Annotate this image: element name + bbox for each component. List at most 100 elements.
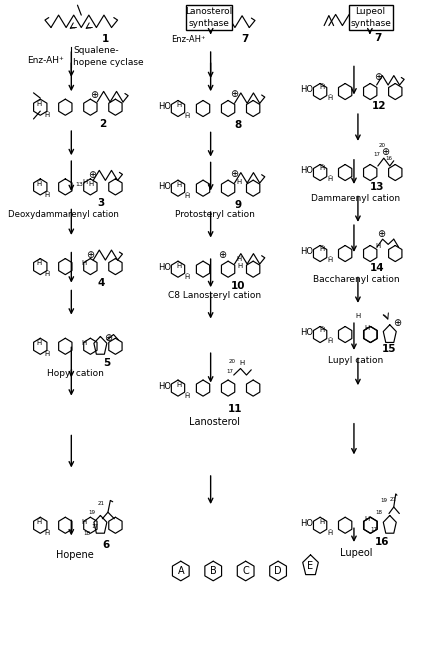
Text: H̄: H̄ xyxy=(327,176,333,182)
Text: HO: HO xyxy=(158,102,171,111)
Text: H̄: H̄ xyxy=(320,519,325,525)
Text: ⊕: ⊕ xyxy=(377,229,385,239)
Text: H: H xyxy=(236,178,241,185)
Text: Lanosterol: Lanosterol xyxy=(189,417,240,427)
Text: H̄: H̄ xyxy=(184,274,190,280)
Text: ⊕: ⊕ xyxy=(88,170,96,180)
Text: ⊕: ⊕ xyxy=(218,250,227,260)
Text: 21: 21 xyxy=(98,501,105,506)
Text: 9: 9 xyxy=(234,199,241,209)
Text: 5: 5 xyxy=(103,358,110,367)
Text: H̄: H̄ xyxy=(45,192,50,197)
Text: H: H xyxy=(375,243,380,249)
FancyBboxPatch shape xyxy=(186,5,232,30)
Text: H̄: H̄ xyxy=(327,530,333,536)
Text: 3: 3 xyxy=(98,198,105,208)
Text: 13: 13 xyxy=(75,182,83,188)
Text: HO: HO xyxy=(158,382,171,390)
Text: H: H xyxy=(364,325,369,331)
Text: 10: 10 xyxy=(230,281,245,291)
Text: Hopene: Hopene xyxy=(57,550,94,560)
Text: H̄: H̄ xyxy=(320,327,325,333)
Text: H: H xyxy=(82,519,87,525)
Text: 12: 12 xyxy=(371,101,386,111)
Text: H: H xyxy=(88,180,94,187)
Text: E: E xyxy=(307,561,314,571)
Text: HO: HO xyxy=(300,519,313,528)
Text: 17: 17 xyxy=(374,152,380,157)
Text: 16: 16 xyxy=(385,155,392,161)
Text: H̄: H̄ xyxy=(176,382,181,388)
Text: HO: HO xyxy=(300,328,313,337)
Text: 4: 4 xyxy=(97,278,105,288)
Text: ⊕: ⊕ xyxy=(230,89,238,99)
Text: Deoxydammarenyl cation: Deoxydammarenyl cation xyxy=(8,210,119,219)
Text: Dammarenyl cation: Dammarenyl cation xyxy=(312,194,400,203)
Text: H̄: H̄ xyxy=(327,95,333,101)
Text: H̄: H̄ xyxy=(176,102,181,108)
Text: 19: 19 xyxy=(380,498,387,503)
Text: ⊕: ⊕ xyxy=(86,250,94,260)
Text: 18: 18 xyxy=(375,510,382,515)
Text: 15: 15 xyxy=(382,344,396,354)
Text: H̄: H̄ xyxy=(320,246,325,252)
Text: H̄: H̄ xyxy=(37,260,42,266)
Text: Protosteryl cation: Protosteryl cation xyxy=(175,210,255,219)
Text: H: H xyxy=(236,256,241,262)
Text: H: H xyxy=(82,178,88,185)
Text: C: C xyxy=(242,566,249,576)
Text: H̄: H̄ xyxy=(37,519,42,525)
Text: Lanosterol
synthase: Lanosterol synthase xyxy=(185,7,232,28)
Text: ⊕: ⊕ xyxy=(374,72,382,82)
Text: 11: 11 xyxy=(228,404,243,414)
Text: H̄: H̄ xyxy=(37,180,42,187)
Text: Lupyl cation: Lupyl cation xyxy=(329,356,384,365)
Text: D: D xyxy=(274,566,282,576)
Text: 18: 18 xyxy=(84,531,91,535)
Text: C8 Lanosteryl cation: C8 Lanosteryl cation xyxy=(168,291,261,300)
Text: 6: 6 xyxy=(103,540,110,550)
Text: Enz-AH⁺: Enz-AH⁺ xyxy=(172,35,206,44)
Text: H̄: H̄ xyxy=(37,101,42,107)
Text: H: H xyxy=(355,314,360,319)
Text: 2: 2 xyxy=(99,119,106,129)
Text: H̄: H̄ xyxy=(176,263,181,269)
Text: 7: 7 xyxy=(241,33,248,43)
Text: H̄: H̄ xyxy=(184,193,190,199)
Text: ⊕: ⊕ xyxy=(104,333,112,344)
Text: H̄: H̄ xyxy=(327,257,333,263)
Text: H: H xyxy=(240,360,245,366)
Text: H̄: H̄ xyxy=(37,340,42,346)
Text: H̄: H̄ xyxy=(176,182,181,188)
Text: ⊕: ⊕ xyxy=(230,169,238,179)
FancyBboxPatch shape xyxy=(349,5,393,30)
Text: H̄: H̄ xyxy=(327,338,333,344)
Text: H: H xyxy=(82,340,87,346)
Text: H: H xyxy=(238,263,243,269)
Text: H̄: H̄ xyxy=(184,393,190,399)
Text: Hopyl cation: Hopyl cation xyxy=(47,369,104,379)
Text: HO: HO xyxy=(300,247,313,256)
Text: B: B xyxy=(210,566,217,576)
Text: HO: HO xyxy=(158,263,171,272)
Text: ⊕: ⊕ xyxy=(91,91,99,100)
Text: Enz-AH⁺: Enz-AH⁺ xyxy=(28,56,64,65)
Text: Baccharenyl cation: Baccharenyl cation xyxy=(313,275,399,284)
Text: 20: 20 xyxy=(378,142,385,148)
Text: 21: 21 xyxy=(389,497,397,502)
Text: 20: 20 xyxy=(229,359,236,365)
Text: ⊕: ⊕ xyxy=(381,147,389,157)
Text: HO: HO xyxy=(300,85,313,94)
Text: H̄: H̄ xyxy=(320,84,325,90)
Text: 16: 16 xyxy=(374,537,389,546)
Text: H̄: H̄ xyxy=(184,113,190,119)
Text: Squalene-
hopene cyclase: Squalene- hopene cyclase xyxy=(73,46,144,67)
Text: H̄: H̄ xyxy=(45,530,50,536)
Text: Lupeol: Lupeol xyxy=(340,548,372,558)
Text: 7: 7 xyxy=(374,33,382,43)
Text: 13: 13 xyxy=(370,182,384,192)
Text: 8: 8 xyxy=(234,120,241,130)
Text: H̄: H̄ xyxy=(45,351,50,357)
Text: 17: 17 xyxy=(92,524,99,529)
Text: A: A xyxy=(178,566,184,576)
